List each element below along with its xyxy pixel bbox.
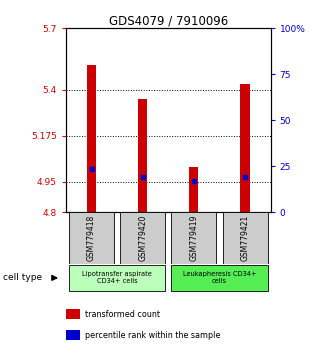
Bar (120, 212, 165, 264)
Text: Lipotransfer aspirate
CD34+ cells: Lipotransfer aspirate CD34+ cells (82, 272, 152, 284)
Text: GSM779421: GSM779421 (241, 215, 249, 261)
Bar (138, 99, 147, 212)
Bar (69, 212, 114, 264)
Text: GSM779419: GSM779419 (189, 215, 198, 261)
Bar (241, 84, 249, 212)
Bar (189, 167, 198, 212)
Text: percentile rank within the sample: percentile rank within the sample (85, 331, 220, 340)
Bar (66, 309, 80, 319)
Bar (87, 65, 96, 212)
Bar (171, 212, 216, 264)
Text: GSM779420: GSM779420 (138, 215, 147, 261)
Text: cell type: cell type (3, 273, 43, 282)
Bar (69, 265, 165, 291)
Bar (222, 212, 268, 264)
Bar (66, 330, 80, 340)
Title: GDS4079 / 7910096: GDS4079 / 7910096 (109, 14, 228, 27)
Text: GSM779418: GSM779418 (87, 215, 96, 261)
Bar (171, 265, 268, 291)
Text: transformed count: transformed count (85, 310, 160, 319)
Text: Leukapheresis CD34+
cells: Leukapheresis CD34+ cells (183, 272, 256, 284)
